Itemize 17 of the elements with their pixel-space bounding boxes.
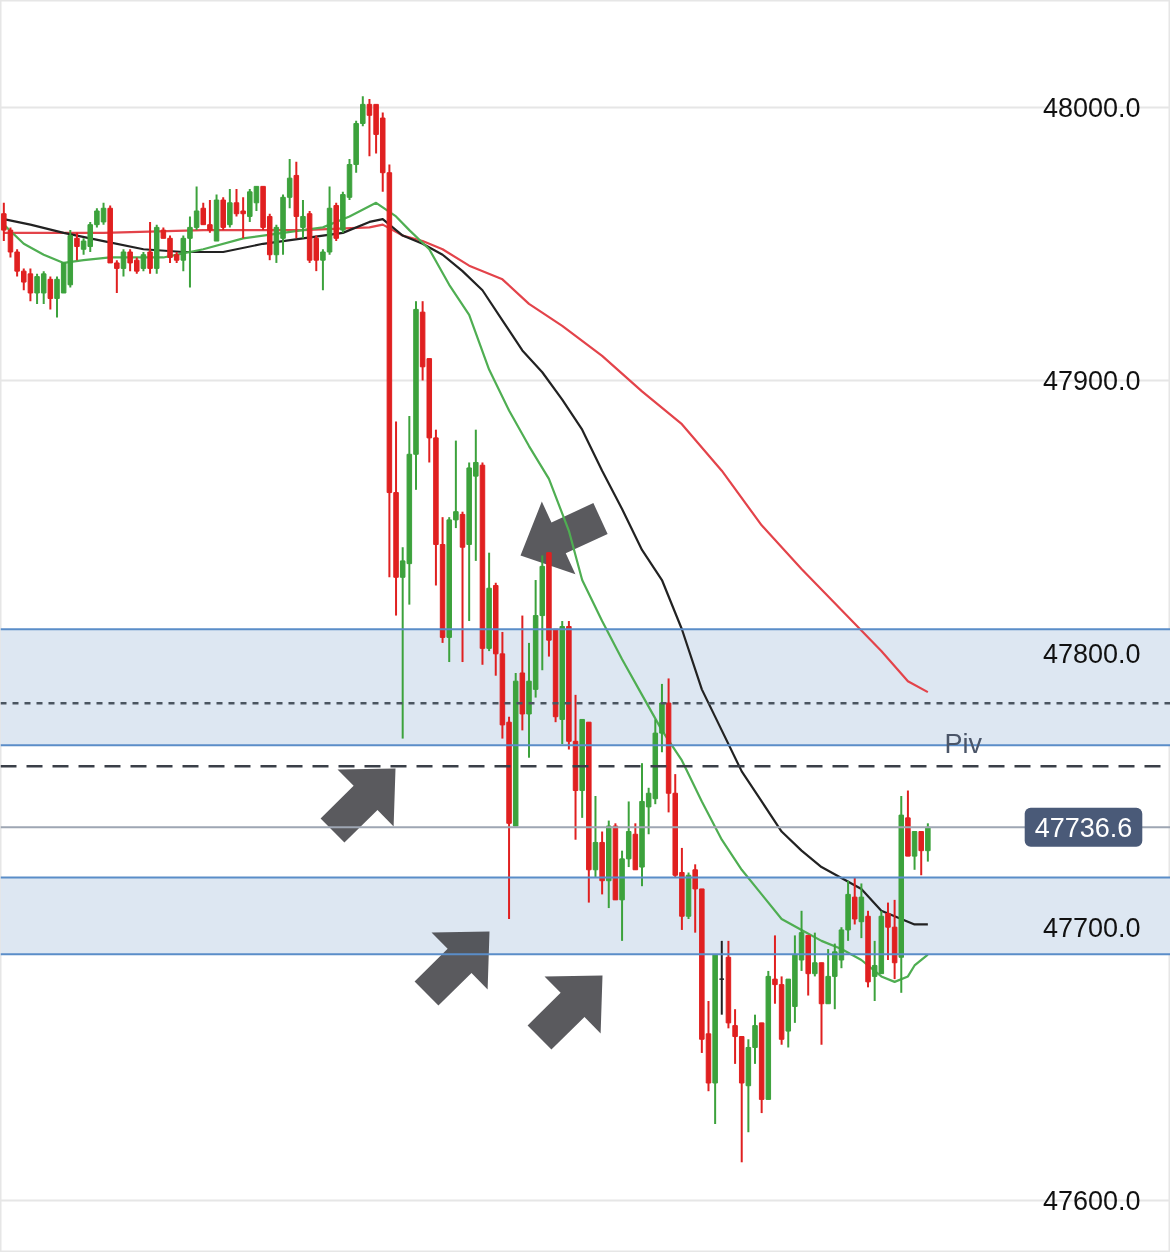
- candlestick: [120, 248, 127, 278]
- ref-line-label: 47736.6: [1034, 812, 1133, 843]
- candlestick: [140, 250, 147, 273]
- y-tick-label: 47600.0: [1042, 1186, 1141, 1217]
- y-tick-label: 47900.0: [1042, 365, 1141, 396]
- candlestick: [918, 830, 924, 877]
- y-tick-label: 48000.0: [1042, 92, 1141, 123]
- candlestick: [47, 275, 54, 311]
- y-tick-label: 47700.0: [1042, 912, 1141, 943]
- candlestick: [812, 931, 818, 978]
- candlestick: [227, 188, 233, 229]
- candlestick: [925, 822, 931, 863]
- candlestick: [74, 231, 80, 262]
- candlestick: [147, 220, 153, 275]
- candlestick: [300, 199, 306, 240]
- candlestick: [851, 876, 858, 926]
- y-tick-label: 47800.0: [1042, 639, 1141, 670]
